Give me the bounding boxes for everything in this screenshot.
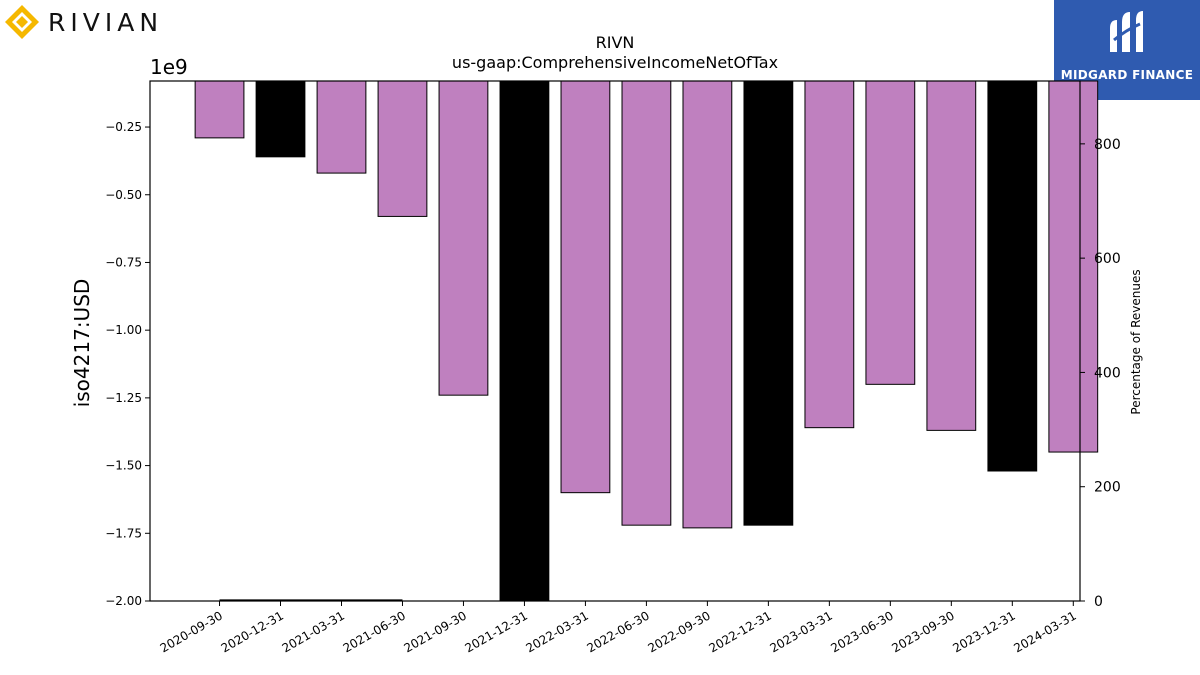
x-tick-label: 2022-12-31 [706, 608, 773, 655]
bar-2023-06-30 [865, 80, 916, 385]
x-tick-label: 2020-09-30 [158, 608, 225, 655]
x-tick-label: 2021-09-30 [402, 608, 469, 655]
y-tick-label: −1.00 [105, 323, 142, 337]
y2-tick-label: 0 [1094, 594, 1103, 610]
x-tick-label: 2022-09-30 [645, 608, 712, 655]
x-tick-label: 2023-06-30 [828, 608, 895, 655]
bar-2022-06-30 [621, 80, 672, 526]
x-tick-label: 2024-03-31 [1011, 608, 1078, 655]
y-tick-label: −1.50 [105, 459, 142, 473]
x-tick-label: 2021-03-31 [280, 608, 347, 655]
y-tick-label: −0.75 [105, 255, 142, 269]
y2-tick-label: 800 [1094, 137, 1121, 153]
y-tick-label: −0.25 [105, 120, 142, 134]
x-axis: 2020-09-302020-12-312021-03-312021-06-30… [158, 601, 1079, 655]
chart-title: RIVN [596, 33, 635, 52]
bar-2022-09-30 [682, 80, 733, 529]
bar-2023-09-30 [926, 80, 977, 431]
midgard-emblem-icon [1110, 11, 1143, 52]
rivian-logo: RIVIAN [4, 4, 163, 40]
x-tick-label: 2021-06-30 [341, 608, 408, 655]
x-tick-label: 2022-03-31 [524, 608, 591, 655]
y-tick-label: −2.00 [105, 594, 142, 608]
chart-subtitle: us-gaap:ComprehensiveIncomeNetOfTax [452, 53, 778, 72]
y-tick-label: −1.75 [105, 526, 142, 540]
y2-tick-label: 400 [1094, 365, 1121, 381]
x-tick-label: 2021-12-31 [463, 608, 530, 655]
y-axis-label: iso4217:USD [70, 279, 94, 408]
bar-2021-03-31 [316, 80, 367, 174]
x-tick-label: 2020-12-31 [219, 608, 286, 655]
y2-tick-label: 600 [1094, 251, 1121, 267]
bar-2021-12-31 [499, 80, 550, 602]
y2-axis: 0 200 400 600 800 [1080, 137, 1121, 610]
bar-2024-03-31 [1048, 80, 1099, 453]
bar-2021-06-30 [377, 80, 428, 217]
y-tick-label: −1.25 [105, 391, 142, 405]
rivian-diamond-icon [5, 5, 39, 39]
rivian-wordmark: RIVIAN [48, 7, 164, 37]
y2-tick-label: 200 [1094, 480, 1121, 496]
x-tick-label: 2023-09-30 [889, 608, 956, 655]
bar-2022-12-31 [743, 80, 794, 526]
bar-2021-09-30 [438, 80, 489, 396]
x-tick-label: 2022-06-30 [585, 608, 652, 655]
y-tick-label: −0.50 [105, 188, 142, 202]
y2-axis-label: Percentage of Revenues [1129, 269, 1143, 414]
y-axis: −0.25 −0.50 −0.75 −1.00 −1.25 −1.50 −1.75 −2.00 [105, 120, 150, 608]
bar-2022-03-31 [560, 80, 611, 494]
bar-2020-12-31 [255, 80, 306, 158]
bars-layer [194, 80, 1099, 602]
bar-2023-12-31 [987, 80, 1038, 472]
bar-2023-03-31 [804, 80, 855, 429]
plot-frame [149, 80, 1081, 602]
x-tick-label: 2023-03-31 [767, 608, 834, 655]
bar-2020-09-30 [194, 80, 245, 139]
x-tick-label: 2023-12-31 [950, 608, 1017, 655]
midgard-finance-wordmark: MIDGARD FINANCE [1060, 68, 1194, 82]
y-scale-label: 1e9 [150, 55, 188, 79]
